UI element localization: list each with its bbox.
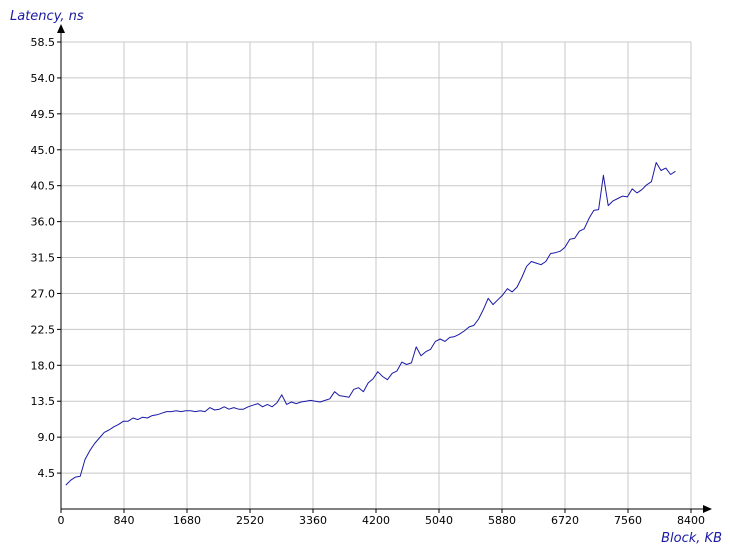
y-tick-label: 18.0 [31,359,56,372]
series-line [65,162,676,486]
x-tick-label: 5040 [425,514,453,527]
y-tick-label: 58.5 [31,36,56,49]
y-tick-label: 31.5 [31,252,56,265]
y-tick-label: 49.5 [31,108,56,121]
x-tick-label: 1680 [173,514,201,527]
x-tick-labels: 0 840 1680 2520 3360 4200 5040 5880 6720 7560 8400 [58,514,706,527]
x-tick-label: 840 [114,514,135,527]
x-tick-label: 0 [58,514,65,527]
x-tick-label: 7560 [614,514,642,527]
axes [57,24,712,513]
y-tick-label: 22.5 [31,323,56,336]
grid [61,41,692,509]
series-layer [65,162,676,486]
y-tick-label: 36.0 [31,216,56,229]
y-axis-title: Latency, ns [10,9,84,24]
y-tick-label: 13.5 [31,395,56,408]
y-tick-label: 9.0 [38,431,56,444]
x-tick-label: 8400 [677,514,705,527]
x-axis-title: Block, KB [661,531,722,546]
y-tick-label: 40.5 [31,180,56,193]
y-tick-label: 54.0 [31,72,56,85]
y-tick-label: 45.0 [31,144,56,157]
x-tick-label: 5880 [488,514,516,527]
y-tick-label: 4.5 [38,467,56,480]
y-tick-label: 27.0 [31,287,56,300]
x-tick-label: 4200 [362,514,390,527]
y-axis-arrow [57,24,65,33]
x-tick-label: 3360 [299,514,327,527]
y-tick-labels: 4.5 9.0 13.5 18.0 22.5 27.0 31.5 36.0 40.5 45.0 49… [31,36,56,480]
x-tick-label: 2520 [236,514,264,527]
x-axis-arrow [703,505,712,513]
x-tick-label: 6720 [551,514,579,527]
